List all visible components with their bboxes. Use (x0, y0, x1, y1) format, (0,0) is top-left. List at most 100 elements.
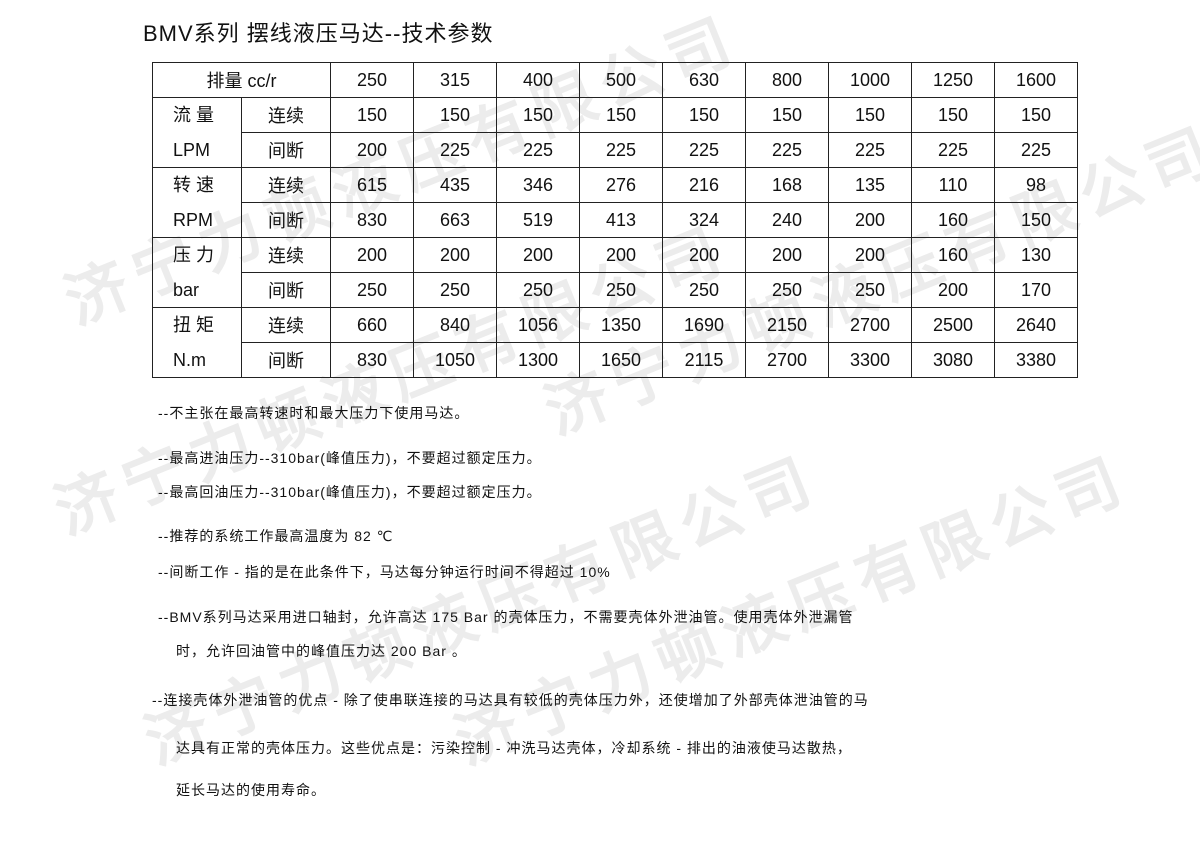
table-row: bar 间断 250 250 250 250 250 250 250 200 170 (152, 272, 1078, 308)
table-cell: 200 (828, 237, 912, 273)
displacement-header: 250 (330, 62, 414, 98)
table-row: N.m 间断 830 1050 1300 1650 2115 2700 3300 3080 3380 (152, 342, 1078, 378)
table-cell: 1350 (579, 307, 663, 343)
group-name: 压 力 (152, 237, 242, 273)
table-cell: 250 (828, 272, 912, 308)
table-cell: 250 (496, 272, 580, 308)
table-cell: 413 (579, 202, 663, 238)
table-cell: 130 (994, 237, 1078, 273)
table-cell: 519 (496, 202, 580, 238)
table-cell: 200 (413, 237, 497, 273)
table-cell: 150 (745, 97, 829, 133)
page-title: BMV系列 摆线液压马达--技术参数 (143, 21, 494, 46)
table-cell: 225 (911, 132, 995, 168)
header-label: 排量 cc/r (152, 62, 331, 98)
table-cell: 150 (911, 97, 995, 133)
note-line: 延长马达的使用寿命。 (176, 782, 326, 798)
table-cell: 2115 (662, 342, 746, 378)
table-cell: 250 (330, 272, 414, 308)
table-row: 扭 矩连续 660 840 1056 1350 1690 2150 2700 2500 2640 (152, 307, 1078, 343)
table-cell: 250 (662, 272, 746, 308)
table-cell: 663 (413, 202, 497, 238)
table-cell: 150 (662, 97, 746, 133)
table-cell: 110 (911, 167, 995, 203)
table-cell: 200 (330, 132, 414, 168)
table-cell: 150 (579, 97, 663, 133)
table-cell: 840 (413, 307, 497, 343)
condition-label: 间断 (241, 272, 331, 308)
table-cell: 200 (745, 237, 829, 273)
table-cell: 150 (496, 97, 580, 133)
table-cell: 276 (579, 167, 663, 203)
table-cell: 240 (745, 202, 829, 238)
note-line: --BMV系列马达采用进口轴封，允许高达 175 Bar 的壳体压力，不需要壳体… (158, 609, 854, 625)
condition-label: 间断 (241, 342, 331, 378)
group-name: 扭 矩 (152, 307, 242, 343)
table-cell: 200 (662, 237, 746, 273)
condition-label: 连续 (241, 307, 331, 343)
note-line: --连接壳体外泄油管的优点 - 除了使串联连接的马达具有较低的壳体压力外，还使增… (152, 692, 869, 708)
table-cell: 250 (413, 272, 497, 308)
table-cell: 2640 (994, 307, 1078, 343)
table-cell: 225 (994, 132, 1078, 168)
displacement-header: 1000 (828, 62, 912, 98)
group-unit: LPM (152, 132, 242, 168)
condition-label: 连续 (241, 167, 331, 203)
displacement-header: 315 (413, 62, 497, 98)
displacement-header: 400 (496, 62, 580, 98)
table-cell: 150 (828, 97, 912, 133)
displacement-header: 1250 (911, 62, 995, 98)
table-cell: 200 (828, 202, 912, 238)
group-unit: N.m (152, 342, 242, 378)
table-cell: 200 (330, 237, 414, 273)
table-cell: 160 (911, 202, 995, 238)
note-line: --间断工作 - 指的是在此条件下，马达每分钟运行时间不得超过 10% (158, 564, 611, 580)
table-cell: 225 (828, 132, 912, 168)
table-cell: 830 (330, 202, 414, 238)
table-row: 流 量连续 150 150 150 150 150 150 150 150 150 (152, 97, 1078, 133)
spec-table: 排量 cc/r 250 315 400 500 630 800 1000 1250 1600 流… (152, 62, 1078, 378)
table-cell: 225 (413, 132, 497, 168)
table-row: LPM 间断 200 225 225 225 225 225 225 225 225 (152, 132, 1078, 168)
table-cell: 150 (330, 97, 414, 133)
table-cell: 3300 (828, 342, 912, 378)
table-cell: 200 (911, 272, 995, 308)
table-cell: 98 (994, 167, 1078, 203)
condition-label: 连续 (241, 97, 331, 133)
group-name: 流 量 (152, 97, 242, 133)
table-row: 压 力连续 200 200 200 200 200 200 200 160 130 (152, 237, 1078, 273)
table-cell: 225 (496, 132, 580, 168)
table-cell: 1300 (496, 342, 580, 378)
table-cell: 1690 (662, 307, 746, 343)
table-cell: 1056 (496, 307, 580, 343)
table-cell: 615 (330, 167, 414, 203)
table-cell: 830 (330, 342, 414, 378)
note-line: --不主张在最高转速时和最大压力下使用马达。 (158, 405, 470, 421)
table-cell: 250 (579, 272, 663, 308)
table-cell: 3380 (994, 342, 1078, 378)
displacement-header: 500 (579, 62, 663, 98)
table-cell: 225 (579, 132, 663, 168)
table-cell: 435 (413, 167, 497, 203)
table-cell: 150 (994, 202, 1078, 238)
table-cell: 170 (994, 272, 1078, 308)
table-cell: 225 (662, 132, 746, 168)
table-cell: 150 (413, 97, 497, 133)
table-cell: 200 (579, 237, 663, 273)
table-row: 转 速连续 615 435 346 276 216 168 135 110 98 (152, 167, 1078, 203)
table-cell: 135 (828, 167, 912, 203)
group-name: 转 速 (152, 167, 242, 203)
note-line: 达具有正常的壳体压力。这些优点是：污染控制 - 冲洗马达壳体，冷却系统 - 排出… (176, 740, 852, 756)
displacement-header: 1600 (994, 62, 1078, 98)
note-line: --最高回油压力--310bar(峰值压力)，不要超过额定压力。 (158, 484, 542, 500)
table-cell: 2150 (745, 307, 829, 343)
table-cell: 200 (496, 237, 580, 273)
table-cell: 160 (911, 237, 995, 273)
displacement-header: 800 (745, 62, 829, 98)
displacement-header: 630 (662, 62, 746, 98)
watermark-text: 济宁力顿液压有限公司 (445, 444, 1140, 778)
note-line: --推荐的系统工作最高温度为 82 ℃ (158, 528, 394, 544)
condition-label: 间断 (241, 132, 331, 168)
note-line: --最高进油压力--310bar(峰值压力)，不要超过额定压力。 (158, 450, 542, 466)
table-cell: 660 (330, 307, 414, 343)
